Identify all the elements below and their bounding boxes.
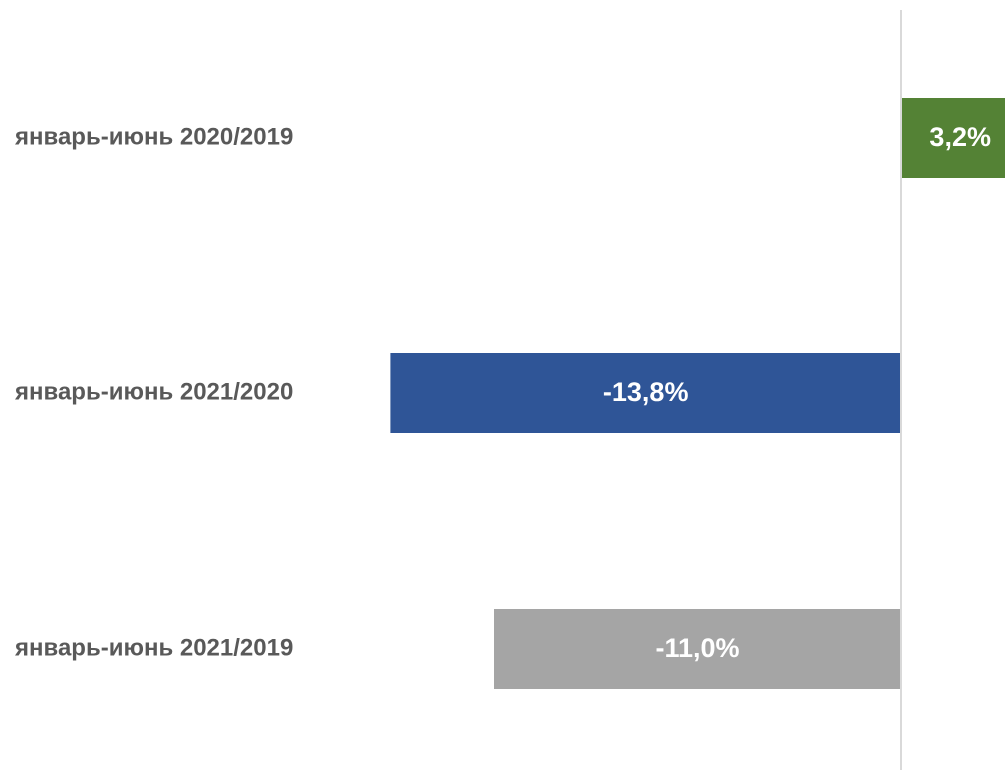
bars-group: январь-июнь 2020/2019 3,2% январь-июнь 202…: [14, 98, 1005, 689]
bar-value-label: -11,0%: [655, 633, 739, 663]
bar-value-label: 3,2%: [929, 122, 991, 152]
category-label: январь-июнь 2021/2020: [14, 378, 293, 405]
bar-2020-2019: [901, 98, 1005, 178]
bar-2021-2020: [390, 353, 901, 433]
category-label: январь-июнь 2021/2019: [14, 634, 293, 661]
bar-2021-2019: [494, 609, 901, 689]
category-label: январь-июнь 2020/2019: [14, 123, 293, 150]
bar-value-label: -13,8%: [603, 377, 689, 407]
